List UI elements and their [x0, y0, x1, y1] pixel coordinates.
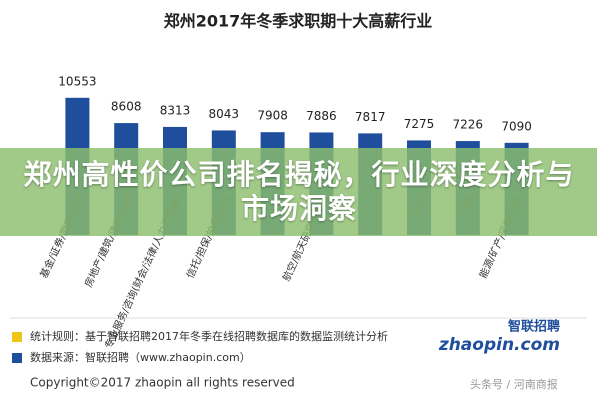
- logo-site: zhaopin.com: [438, 335, 560, 355]
- value-label: 7275: [404, 117, 435, 131]
- value-label: 7090: [501, 119, 532, 133]
- copyright: Copyright©2017 zhaopin all rights reserv…: [30, 376, 295, 390]
- note-text: 数据来源：智联招聘（www.zhaopin.com）: [30, 350, 251, 364]
- value-label: 8608: [111, 100, 142, 114]
- value-label: 8313: [160, 103, 191, 117]
- chart-title: 郑州2017年冬季求职期十大高薪行业: [164, 12, 433, 31]
- overlay-title: 郑州高性价公司排名揭秘，行业深度分析与市场洞察: [23, 158, 575, 225]
- note-text: 统计规则：基于智联招聘2017年冬季在线招聘数据库的数据监测统计分析: [30, 329, 388, 343]
- watermark: 头条号 / 河南商报: [470, 377, 558, 391]
- value-label: 10553: [58, 74, 96, 88]
- value-label: 7226: [453, 118, 484, 132]
- value-label: 7817: [355, 110, 386, 124]
- value-label: 7886: [306, 109, 337, 123]
- legend-swatch: [12, 332, 22, 342]
- value-label: 7908: [257, 109, 288, 123]
- legend-swatch: [12, 353, 22, 363]
- overlay-band: [0, 148, 597, 236]
- value-label: 8043: [209, 107, 240, 121]
- logo-name: 智联招聘: [508, 319, 560, 335]
